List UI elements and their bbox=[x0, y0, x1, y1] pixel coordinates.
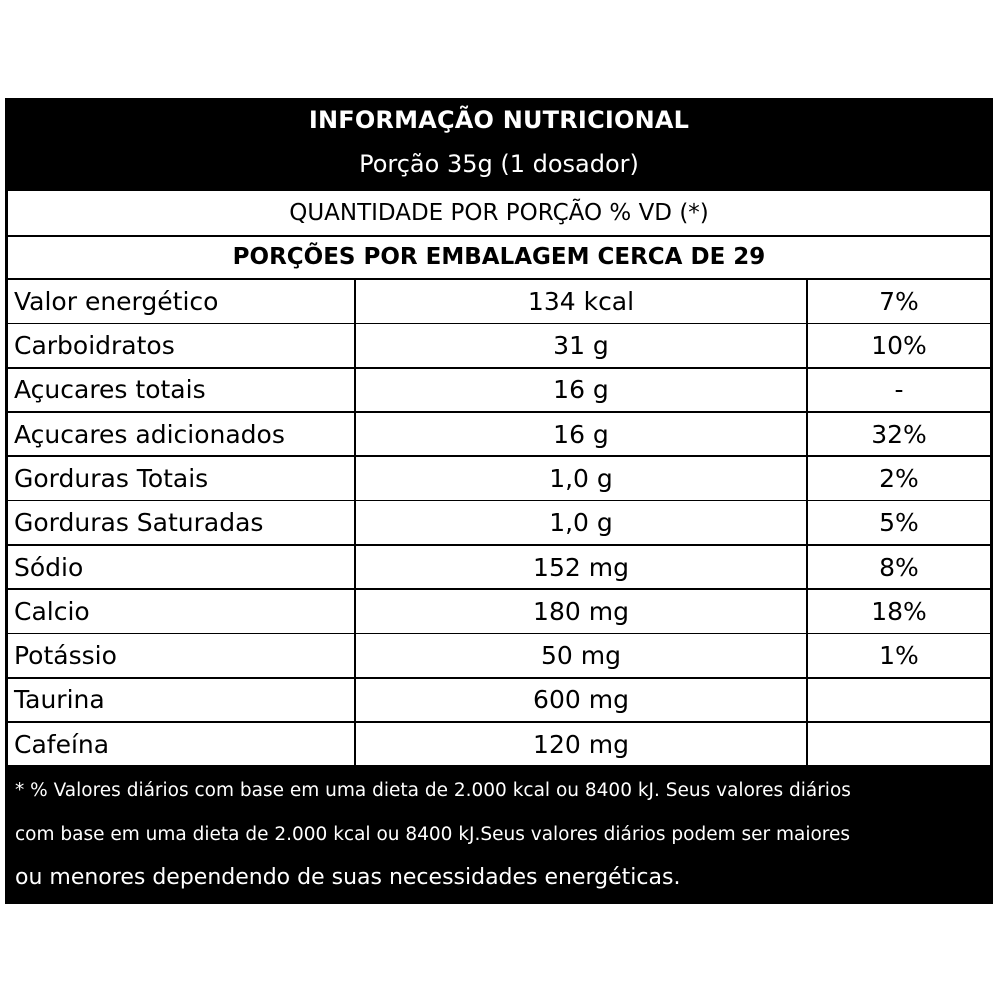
nutrient-amount: 50 mg bbox=[356, 634, 806, 677]
table-row: Gorduras Totais 1,0 g 2% bbox=[8, 457, 990, 500]
footnote-line-1: * % Valores diários com base em uma diet… bbox=[15, 780, 851, 801]
nutrient-amount: 600 mg bbox=[356, 678, 806, 722]
table-row: Taurina 600 mg bbox=[8, 678, 990, 722]
nutrient-amount: 16 g bbox=[356, 412, 806, 456]
nutrient-amount: 16 g bbox=[356, 368, 806, 412]
nutrient-name: Sódio bbox=[8, 545, 354, 589]
nutrient-name: Açucares totais bbox=[8, 368, 354, 412]
nutrient-daily-value bbox=[808, 678, 990, 722]
nutrient-daily-value bbox=[808, 722, 990, 766]
table-row: Sódio 152 mg 8% bbox=[8, 545, 990, 589]
nutrient-daily-value: 7% bbox=[808, 280, 990, 323]
nutrient-name: Taurina bbox=[8, 678, 354, 722]
table-row: Cafeína 120 mg bbox=[8, 722, 990, 766]
nutrient-amount: 152 mg bbox=[356, 545, 806, 589]
nutrient-name: Valor energético bbox=[8, 280, 354, 323]
nutrient-amount: 134 kcal bbox=[356, 280, 806, 323]
nutrient-name: Açucares adicionados bbox=[8, 412, 354, 456]
servings-per-package-line: PORÇÕES POR EMBALAGEM CERCA DE 29 bbox=[8, 237, 990, 278]
nutrient-name: Carboidratos bbox=[8, 324, 354, 367]
nutrient-amount: 31 g bbox=[356, 324, 806, 367]
nutrient-name: Potássio bbox=[8, 634, 354, 677]
nutrient-name: Cafeína bbox=[8, 722, 354, 766]
table-row: Açucares totais 16 g- bbox=[8, 368, 990, 412]
table-row: Gorduras Saturadas 1,0 g 5% bbox=[8, 501, 990, 544]
table-row: Açucares adicionados 16 g 32% bbox=[8, 412, 990, 456]
table-row: Carboidratos 31 g 10% bbox=[8, 324, 990, 367]
nutrient-amount: 1,0 g bbox=[356, 501, 806, 544]
nutrient-daily-value: 18% bbox=[808, 590, 990, 633]
table-row: Potássio 50 mg 1% bbox=[8, 634, 990, 677]
nutrient-table: Valor energético 134 kcal 7% Carboidratos 31… bbox=[8, 280, 990, 767]
nutrient-daily-value: 2% bbox=[808, 457, 990, 500]
table-row: Calcio 180 mg 18% bbox=[8, 590, 990, 633]
nutrient-amount: 1,0 g bbox=[356, 457, 806, 500]
nutrient-daily-value: 8% bbox=[808, 545, 990, 589]
table-row: Valor energético 134 kcal 7% bbox=[8, 280, 990, 323]
label-title: INFORMAÇÃO NUTRICIONAL bbox=[308, 106, 690, 134]
nutrient-daily-value: - bbox=[808, 368, 990, 412]
nutrient-name: Calcio bbox=[8, 590, 354, 633]
footnote-line-3: ou menores dependendo de suas necessidad… bbox=[15, 865, 681, 890]
footnote-line-2: com base em uma dieta de 2.000 kcal ou 8… bbox=[15, 824, 851, 845]
label-header: INFORMAÇÃO NUTRICIONAL Porção 35g (1 dos… bbox=[5, 98, 993, 190]
nutrient-daily-value: 1% bbox=[808, 634, 990, 677]
quantity-per-serving-line: QUANTIDADE POR PORÇÃO % VD (*) bbox=[8, 191, 990, 235]
nutrient-daily-value: 32% bbox=[808, 412, 990, 456]
nutrition-facts-label: INFORMAÇÃO NUTRICIONAL Porção 35g (1 dos… bbox=[5, 98, 993, 904]
nutrient-amount: 120 mg bbox=[356, 722, 806, 766]
nutrient-daily-value: 5% bbox=[808, 501, 990, 544]
nutrient-name: Gorduras Totais bbox=[8, 457, 354, 500]
nutrient-amount: 180 mg bbox=[356, 590, 806, 633]
nutrient-name: Gorduras Saturadas bbox=[8, 501, 354, 544]
serving-size: Porção 35g (1 dosador) bbox=[359, 150, 639, 178]
nutrient-daily-value: 10% bbox=[808, 324, 990, 367]
